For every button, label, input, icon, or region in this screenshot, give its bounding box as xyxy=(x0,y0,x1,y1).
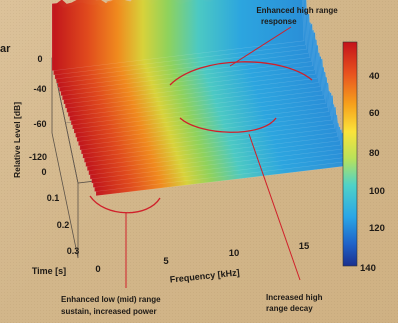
colorbar-tick-120: 120 xyxy=(369,223,385,234)
y-tick-2: -60 xyxy=(33,119,46,129)
time-tick-1: 0.1 xyxy=(47,193,60,203)
edge-label: ar xyxy=(0,43,11,55)
y-axis-label: Relative Level [dB] xyxy=(12,102,22,178)
colorbar-tick-80: 80 xyxy=(369,148,380,159)
freq-axis-label: Frequency [kHz] xyxy=(169,267,240,284)
time-tick-0: 0 xyxy=(41,167,46,177)
frequency-axis: 0 5 10 15 Frequency [kHz] xyxy=(95,241,310,285)
freq-tick-0: 0 xyxy=(95,264,100,275)
time-axis: 0 0.1 0.2 0.3 Time [s] xyxy=(32,167,79,276)
annotation-low-mid-sustain-line-1: Enhanced low (mid) range xyxy=(61,295,161,304)
colorbar-tick-40: 40 xyxy=(369,71,380,82)
freq-tick-3: 15 xyxy=(299,241,310,252)
waterfall-surface xyxy=(51,0,349,197)
waterfall-slice xyxy=(51,0,305,72)
colorbar-tick-100: 100 xyxy=(369,186,385,197)
y-tick-1: -40 xyxy=(33,84,46,94)
time-tick-3: 0.3 xyxy=(67,246,80,256)
y-axis: 0 -40 -60 -120 Relative Level [dB] xyxy=(12,54,47,178)
annotation-high-range-decay-line-2: range decay xyxy=(266,304,313,313)
freq-tick-2: 10 xyxy=(229,248,240,259)
time-axis-label: Time [s] xyxy=(32,266,66,276)
colorbar-tick-60: 60 xyxy=(369,108,380,119)
annotation-high-range-decay-line-1: Increased high xyxy=(266,293,323,302)
annotation-low-mid-sustain-line-2: sustain, increased power xyxy=(61,307,157,316)
annotation-high-range-decay: Increased high range decay xyxy=(179,117,323,313)
colorbar-tick-140: 140 xyxy=(360,263,376,274)
freq-tick-1: 5 xyxy=(163,256,169,267)
annotation-high-range-response: Enhanced high range response xyxy=(169,6,338,86)
annotation-high-range-response-line-2: response xyxy=(261,17,297,26)
time-tick-2: 0.2 xyxy=(57,220,70,230)
y-tick-0: 0 xyxy=(37,54,42,64)
annotation-low-mid-sustain: Enhanced low (mid) range sustain, increa… xyxy=(61,195,161,316)
y-tick-3: -120 xyxy=(29,152,47,162)
annotation-high-range-response-line-1: Enhanced high range xyxy=(256,6,338,15)
colorbar: 40 60 80 100 120 140 xyxy=(342,41,385,274)
